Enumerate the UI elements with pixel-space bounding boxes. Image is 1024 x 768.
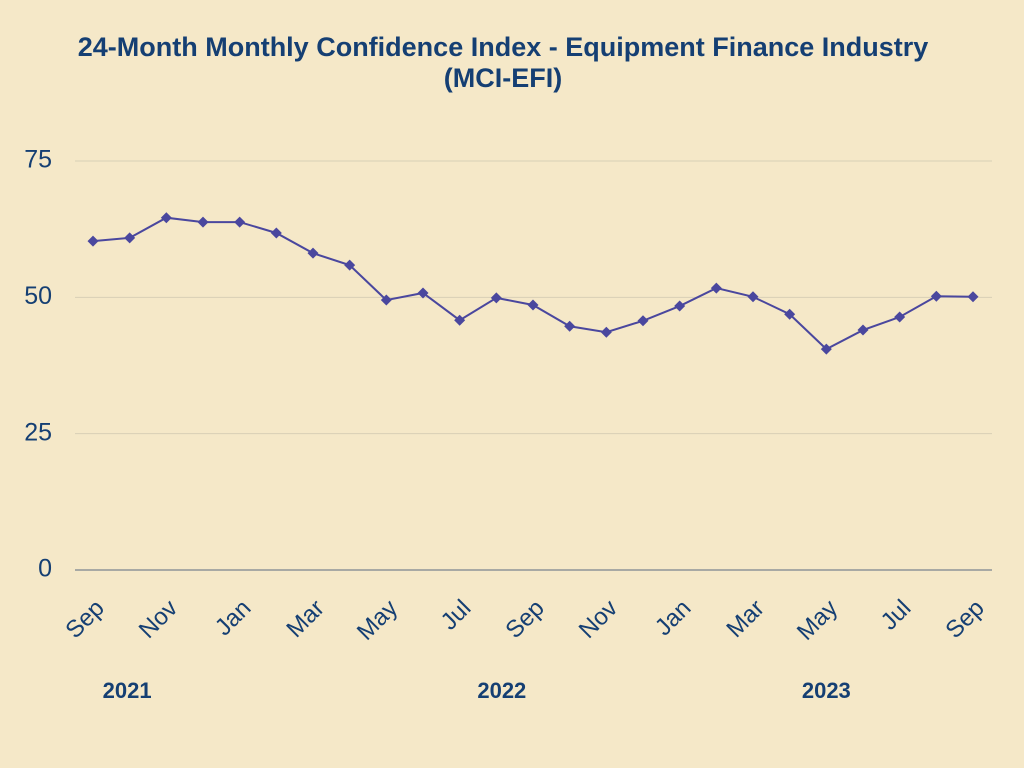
x-group-label: 2023: [802, 678, 851, 703]
x-group-label: 2021: [103, 678, 152, 703]
x-tick-label: Mar: [281, 595, 329, 643]
data-point: [637, 315, 649, 327]
data-point: [197, 216, 209, 228]
data-point: [820, 343, 832, 355]
x-tick-label: Jul: [876, 595, 917, 636]
data-point: [674, 300, 686, 312]
x-tick-label: Nov: [574, 595, 623, 644]
x-tick-label: May: [352, 595, 403, 646]
data-point: [967, 291, 979, 303]
x-tick-label: Mar: [721, 595, 769, 643]
y-tick-label: 50: [24, 282, 52, 310]
x-tick-label: Sep: [500, 595, 549, 644]
y-tick-label: 0: [38, 555, 52, 583]
x-group-label: 2022: [477, 678, 526, 703]
data-point: [747, 291, 759, 303]
x-tick-label: Sep: [940, 595, 989, 644]
data-line: [92, 216, 974, 351]
data-point: [87, 235, 99, 247]
data-point: [930, 290, 942, 302]
y-tick-label: 25: [24, 418, 52, 446]
x-tick-label: Jul: [436, 595, 477, 636]
data-point: [490, 292, 502, 304]
data-point: [234, 216, 246, 228]
data-point: [710, 282, 722, 294]
data-point: [894, 311, 906, 323]
x-tick-label: Sep: [60, 595, 109, 644]
data-point: [270, 227, 282, 239]
data-point: [380, 294, 392, 306]
data-point: [857, 324, 869, 336]
data-point: [564, 320, 576, 332]
data-point: [454, 314, 466, 326]
data-point: [160, 212, 172, 224]
data-point: [784, 308, 796, 320]
data-point: [344, 259, 356, 271]
data-point: [307, 247, 319, 259]
x-tick-label: Nov: [134, 595, 183, 644]
chart-title: 24-Month Monthly Confidence Index - Equi…: [77, 32, 929, 94]
data-point: [527, 299, 539, 311]
x-tick-label: Jan: [210, 595, 256, 641]
x-tick-label: Jan: [650, 595, 696, 641]
data-point: [600, 326, 612, 338]
y-tick-label: 75: [24, 146, 52, 174]
x-tick-label: May: [792, 595, 843, 646]
data-point: [417, 287, 429, 299]
data-point: [124, 232, 136, 244]
